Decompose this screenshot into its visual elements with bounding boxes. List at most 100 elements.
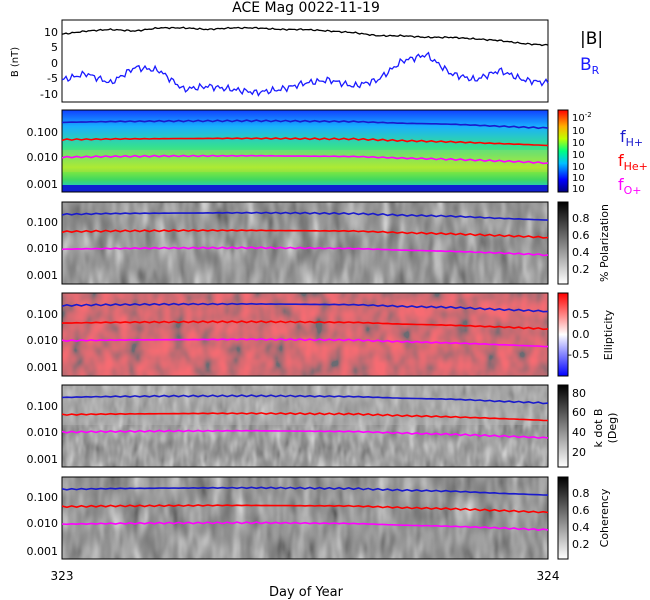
colorbar-tick: 10 [572, 173, 585, 184]
y-tick-label: 0.100 [27, 308, 59, 321]
spectrogram-low-band [62, 185, 548, 192]
line-fHe [62, 137, 548, 147]
panel-ellipticity: 0.100 0.010 0.001 0.5 0.0 -0.5 Elliptici… [27, 292, 615, 377]
legend-B-magnitude: |B| [580, 29, 603, 49]
colorbar [557, 292, 569, 377]
legend-fHe: fHe+ [618, 151, 648, 173]
colorbar-tick: 60 [572, 406, 586, 419]
colorbar-tick: -0.5 [568, 348, 589, 361]
polarization-texture [62, 202, 548, 284]
y-tick-label: 0.100 [27, 491, 59, 504]
y-tick-label: 0.001 [27, 361, 59, 374]
colorbar-tick: 0.8 [572, 212, 590, 225]
colorbar-label: Coherency [598, 488, 611, 547]
panel-polarization: 0.100 0.010 0.001 0.8 0.6 0.4 0.2 % Pola… [27, 201, 611, 285]
x-tick-label: 323 [51, 569, 74, 583]
spectrogram [62, 110, 548, 192]
colorbar-label: k dot B [592, 409, 605, 448]
line-fH [62, 394, 548, 405]
colorbar-tick: 10 [572, 126, 585, 137]
panel-magnetic-field: 10 5 0 -5 -10 B (nT) |B| BR [10, 19, 603, 103]
y-tick-label: 0.010 [27, 517, 59, 530]
y-tick-label: 10 [44, 26, 58, 39]
panel-frame [61, 201, 549, 285]
colorbar [557, 476, 569, 560]
line-fHe [62, 320, 548, 331]
colorbar-tick: 0.5 [572, 308, 590, 321]
series-B-R [61, 51, 549, 97]
gyrofrequency-lines [62, 119, 548, 165]
panel-frame [61, 384, 549, 468]
y-tick-label: 0.001 [27, 453, 59, 466]
kdotb-texture [62, 385, 548, 467]
y-tick-label: 5 [51, 41, 58, 54]
colorbar-tick: 0.8 [572, 487, 590, 500]
y-tick-label: 0.100 [27, 400, 59, 413]
y-tick-label: -5 [47, 72, 58, 85]
y-tick-label: 0.010 [27, 242, 59, 255]
colorbar-tick: 10 [572, 184, 585, 195]
colorbar [557, 384, 569, 468]
panel-frame [61, 19, 549, 103]
y-tick-label: 0.100 [27, 216, 59, 229]
panel-power-spectrum: 0.100 0.010 0.001 10-2 10 10 10 10 10 10… [27, 109, 648, 197]
gyrofrequency-lines [62, 486, 548, 532]
line-fH [62, 302, 548, 313]
colorbar-tick: 0.4 [572, 521, 590, 534]
ellipticity-texture [62, 293, 548, 376]
colorbar-label-units: (Deg) [606, 413, 619, 444]
colorbar [557, 201, 569, 285]
line-fO [62, 338, 548, 348]
panel-frame [61, 292, 549, 377]
line-fH [62, 211, 548, 221]
y-tick-label: 0.010 [27, 426, 59, 439]
gyrofrequency-lines [62, 302, 548, 348]
y-tick-label: 0.100 [27, 126, 59, 139]
colorbar-tick: 0.2 [572, 538, 590, 551]
colorbar-tick: 10-2 [572, 111, 592, 124]
gyrofrequency-lines [62, 394, 548, 439]
y-axis-label: B (nT) [10, 47, 21, 77]
colorbar-tick: 0.2 [572, 263, 590, 276]
colorbar-tick: 0.6 [572, 229, 590, 242]
line-fO [62, 154, 548, 165]
colorbar [557, 109, 569, 193]
coherency-texture [62, 477, 548, 559]
colorbar-ticks: 10-2 10 10 10 10 10 10 [572, 111, 592, 195]
panel-frame [61, 476, 549, 560]
y-axis: 10 5 0 -5 -10 [40, 26, 58, 101]
colorbar-tick: 10 [572, 150, 585, 161]
colorbar-tick: 0.0 [572, 328, 590, 341]
legend-fO: fO+ [618, 175, 642, 197]
legend-fH: fH+ [620, 127, 643, 149]
colorbar-tick: 40 [572, 426, 586, 439]
line-fH [62, 119, 548, 130]
x-tick-label: 324 [537, 569, 560, 583]
y-tick-label: 0.001 [27, 178, 59, 191]
line-fO [62, 429, 548, 439]
kdotb-upper-band [62, 385, 548, 425]
line-fHe [62, 412, 548, 422]
line-fHe [62, 504, 548, 514]
line-fO [62, 521, 548, 532]
colorbar-tick: 10 [572, 138, 585, 149]
y-tick-label: -10 [40, 88, 58, 101]
y-tick-label: 0 [51, 57, 58, 70]
colorbar-tick: 10 [572, 162, 585, 173]
colorbar-label: Ellipticity [602, 309, 615, 360]
line-fH [62, 486, 548, 496]
series-B-magnitude [61, 26, 549, 47]
legend-B-R: BR [580, 55, 600, 77]
colorbar-tick: 20 [572, 446, 586, 459]
colorbar-tick: 0.6 [572, 504, 590, 517]
panel-k-dot-b: 0.100 0.010 0.001 80 60 40 20 k dot B (D… [27, 384, 619, 468]
chart-title: ACE Mag 0022-11-19 [232, 0, 380, 16]
colorbar-tick: 80 [572, 387, 586, 400]
line-fHe [62, 229, 548, 239]
y-tick-label: 0.001 [27, 545, 59, 558]
x-axis-label: Day of Year [269, 585, 344, 600]
series-lines [61, 26, 549, 97]
panel-frame [61, 109, 549, 193]
